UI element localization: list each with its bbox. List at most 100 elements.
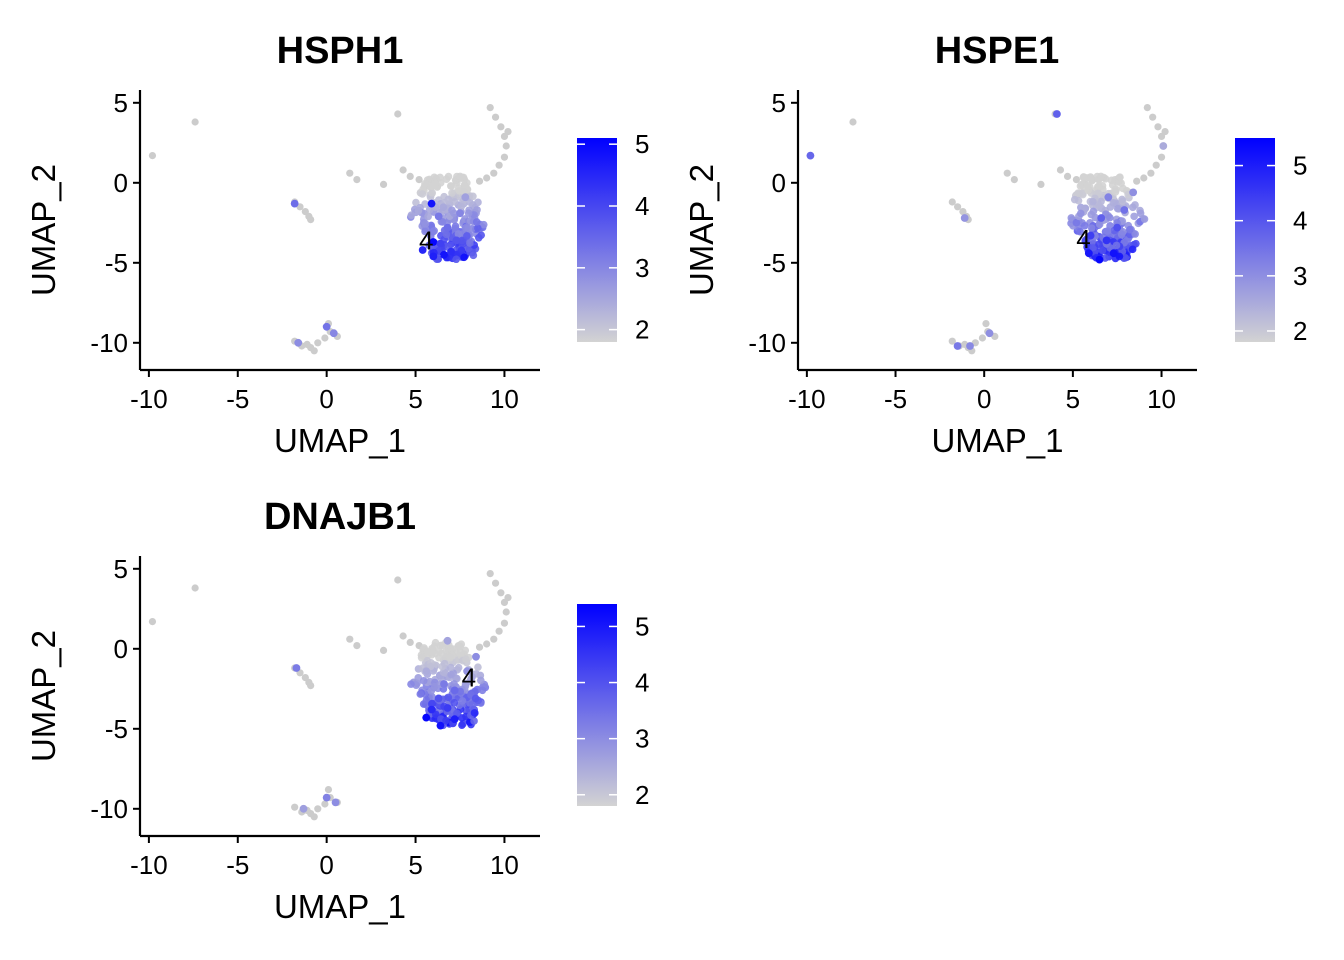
x-tick-label: -10 bbox=[130, 384, 168, 414]
cell-point bbox=[436, 173, 444, 182]
cell-point bbox=[422, 667, 431, 675]
cell-point bbox=[418, 190, 427, 198]
cell-point bbox=[454, 230, 463, 238]
expression-point bbox=[322, 322, 331, 331]
cell-point bbox=[504, 128, 512, 136]
cell-point bbox=[470, 709, 479, 717]
cluster-label: 4 bbox=[1076, 224, 1090, 254]
cell-point bbox=[419, 677, 428, 685]
cluster-label: 4 bbox=[462, 663, 476, 693]
cell-point bbox=[421, 180, 429, 188]
cell-point bbox=[1112, 241, 1121, 250]
cell-point bbox=[1003, 169, 1011, 177]
cell-point bbox=[483, 640, 491, 648]
cell-point bbox=[1143, 104, 1151, 112]
panel-title: HSPH1 bbox=[277, 30, 404, 72]
cell-point bbox=[1097, 172, 1105, 181]
cell-point bbox=[1133, 177, 1141, 185]
y-tick-label: 0 bbox=[114, 168, 128, 198]
cell-point bbox=[1076, 182, 1085, 190]
expression-point bbox=[418, 246, 427, 254]
expression-point bbox=[1109, 249, 1118, 258]
legend-tick-label: 5 bbox=[635, 611, 649, 641]
cell-point bbox=[470, 717, 478, 725]
expression-point bbox=[436, 721, 445, 730]
cell-point bbox=[415, 176, 423, 184]
cell-point bbox=[1098, 246, 1107, 255]
cell-point bbox=[1111, 188, 1120, 196]
legend-tick-label: 5 bbox=[635, 129, 649, 159]
expression-point bbox=[290, 199, 299, 208]
y-tick-label: -10 bbox=[90, 794, 128, 824]
cell-point bbox=[399, 166, 407, 174]
cell-point bbox=[424, 212, 432, 221]
legend-tick-label: 4 bbox=[635, 668, 649, 698]
cell-point bbox=[1072, 218, 1081, 227]
cell-point bbox=[491, 579, 500, 587]
cell-point bbox=[1083, 181, 1092, 190]
cell-point bbox=[474, 663, 482, 671]
x-tick-label: -10 bbox=[130, 850, 168, 880]
cell-point bbox=[458, 173, 466, 182]
cell-point bbox=[428, 699, 437, 708]
color-legend: 5 4 3 2 bbox=[577, 129, 649, 345]
cluster-label: 4 bbox=[419, 225, 433, 255]
expression-point bbox=[1053, 110, 1061, 118]
panel-hsph1: HSPH1 4 -10 -5 0 5 10 5 0 -5 -10 UMAP_1 UMAP_2 5 4 3 2 bbox=[25, 30, 649, 459]
expression-point bbox=[1113, 223, 1122, 232]
cell-point bbox=[1154, 123, 1162, 131]
cell-point bbox=[1161, 128, 1169, 136]
expression-point bbox=[953, 342, 962, 350]
cell-point bbox=[497, 123, 505, 131]
cell-point bbox=[474, 224, 482, 233]
x-tick-label: 10 bbox=[490, 850, 519, 880]
cell-point bbox=[353, 642, 361, 650]
expression-point bbox=[1120, 206, 1129, 214]
cell-point bbox=[407, 680, 415, 688]
color-bar bbox=[577, 138, 617, 342]
legend-tick-label: 3 bbox=[635, 253, 649, 283]
cell-point bbox=[458, 236, 466, 245]
cell-point bbox=[379, 180, 388, 188]
cell-point bbox=[1132, 239, 1140, 248]
cell-point bbox=[446, 663, 455, 672]
x-tick-label: 5 bbox=[1066, 384, 1080, 414]
expression-point bbox=[443, 636, 452, 645]
y-axis-title: UMAP_2 bbox=[25, 164, 62, 296]
cell-point bbox=[439, 668, 448, 677]
cell-point bbox=[1115, 252, 1124, 261]
cell-point bbox=[1089, 197, 1097, 206]
legend-tick-label: 2 bbox=[635, 780, 649, 810]
cell-point bbox=[148, 618, 157, 626]
cell-point bbox=[438, 218, 447, 226]
cell-point bbox=[1129, 203, 1137, 212]
cell-point bbox=[399, 632, 407, 640]
legend-tick-label: 2 bbox=[1293, 316, 1307, 346]
cell-point bbox=[475, 177, 484, 185]
cell-point bbox=[450, 698, 459, 707]
expression-point bbox=[447, 247, 456, 256]
cell-point bbox=[1152, 161, 1160, 169]
expression-point bbox=[322, 793, 331, 802]
expression-point bbox=[329, 329, 338, 338]
cell-point bbox=[502, 608, 510, 616]
cell-point bbox=[450, 198, 459, 206]
cell-point bbox=[406, 638, 414, 647]
cell-point bbox=[446, 653, 455, 662]
x-tick-label: 0 bbox=[977, 384, 991, 414]
expression-point bbox=[960, 214, 969, 222]
cell-point bbox=[291, 803, 299, 811]
cell-point bbox=[469, 192, 477, 201]
cell-point bbox=[982, 320, 990, 328]
cell-point bbox=[346, 169, 354, 177]
cell-point bbox=[1116, 173, 1124, 181]
x-tick-label: 5 bbox=[408, 850, 422, 880]
cell-point bbox=[477, 676, 485, 685]
y-tick-label: -5 bbox=[105, 714, 128, 744]
cell-point bbox=[430, 642, 439, 651]
cell-point bbox=[1140, 215, 1149, 223]
cell-point bbox=[416, 690, 425, 698]
cell-point bbox=[1118, 195, 1126, 204]
cell-point bbox=[307, 682, 315, 690]
expression-point bbox=[294, 338, 303, 347]
